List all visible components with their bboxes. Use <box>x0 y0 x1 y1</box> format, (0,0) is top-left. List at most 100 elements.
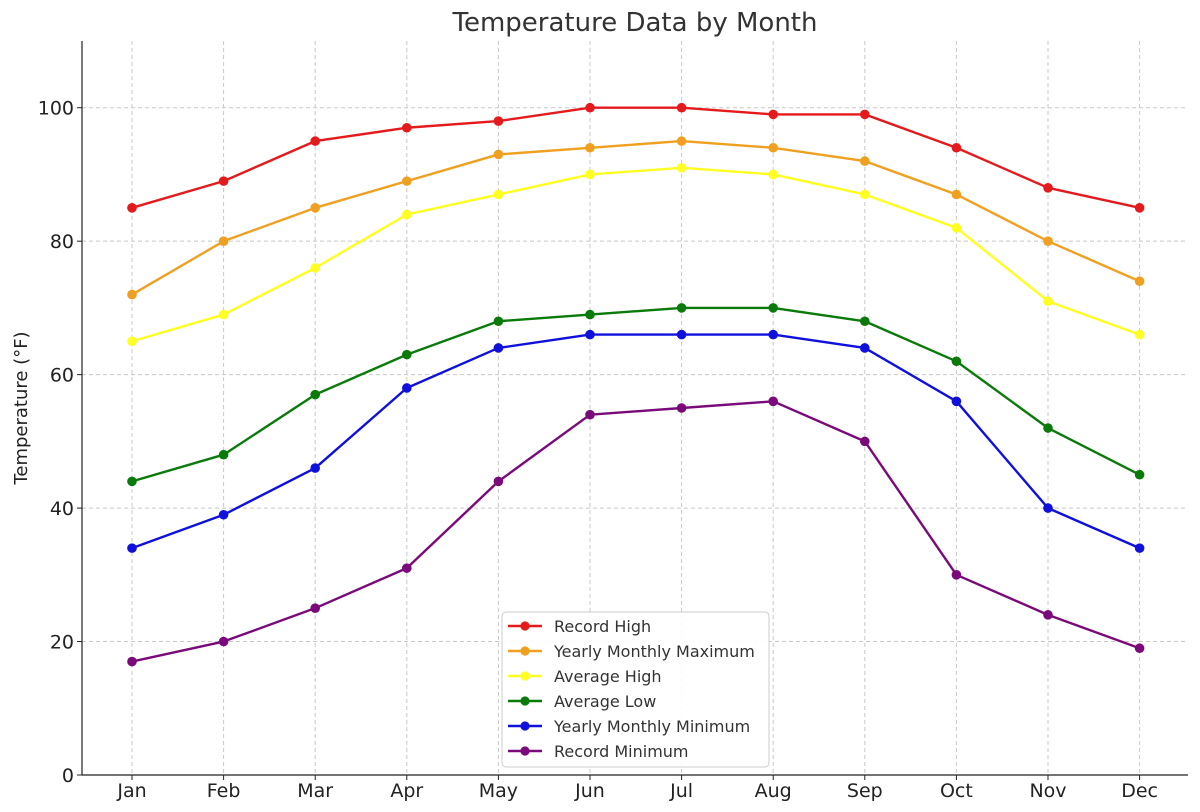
axes <box>77 41 1188 780</box>
y-tick-label: 80 <box>50 231 74 253</box>
legend-marker <box>520 621 530 631</box>
data-point <box>218 176 229 186</box>
data-point <box>676 102 687 113</box>
data-point <box>218 449 229 460</box>
data-point <box>1043 610 1053 620</box>
data-point <box>768 303 778 313</box>
legend-label: Average Low <box>554 692 656 711</box>
series-group <box>127 136 1145 300</box>
legend-marker <box>520 746 530 756</box>
data-point <box>402 122 412 133</box>
legend-label: Record Minimum <box>554 742 689 761</box>
data-point <box>1043 423 1053 433</box>
data-point <box>310 203 321 213</box>
series-line <box>131 139 1141 296</box>
data-point <box>768 396 778 407</box>
data-point <box>310 263 321 273</box>
y-axis-label: Temperature (°F) <box>11 331 32 485</box>
series-group <box>127 396 1145 667</box>
data-point <box>585 142 595 153</box>
x-tick-label: May <box>479 780 518 802</box>
data-point <box>127 476 137 487</box>
series-line <box>131 306 1141 483</box>
data-point <box>402 176 412 186</box>
data-point <box>1043 503 1053 513</box>
data-point <box>493 476 504 487</box>
data-point <box>676 303 687 313</box>
data-point <box>860 189 870 200</box>
data-point <box>676 329 687 340</box>
legend-label: Yearly Monthly Maximum <box>553 642 755 661</box>
data-point <box>493 189 504 200</box>
data-point <box>951 356 962 367</box>
data-point <box>127 543 137 553</box>
y-tick-label: 40 <box>50 498 74 520</box>
data-point <box>585 102 595 113</box>
series-line <box>131 333 1141 550</box>
data-point <box>951 223 962 233</box>
x-tick-label: Aug <box>755 780 792 802</box>
data-point <box>768 169 778 180</box>
data-point <box>1043 236 1053 246</box>
data-point <box>402 563 412 573</box>
chart-title: Temperature Data by Month <box>452 8 818 38</box>
data-point <box>1043 183 1053 193</box>
data-point <box>951 142 962 153</box>
data-point <box>1134 276 1145 287</box>
legend-box <box>501 611 770 768</box>
data-point <box>493 149 504 160</box>
legend-marker <box>520 671 530 681</box>
data-point <box>951 570 962 580</box>
legend-marker <box>520 696 530 706</box>
legend-label: Yearly Monthly Minimum <box>553 717 750 736</box>
x-tick-label: Sep <box>847 780 883 802</box>
data-point <box>493 116 504 126</box>
data-point <box>951 189 962 200</box>
y-tick-label: 20 <box>50 632 74 654</box>
data-point <box>1043 296 1053 307</box>
series-line <box>131 400 1141 663</box>
data-point <box>127 289 137 300</box>
data-point <box>310 389 321 400</box>
series-group <box>127 303 1145 487</box>
data-point <box>676 162 687 173</box>
data-point <box>218 636 229 647</box>
data-point <box>585 409 595 420</box>
x-tick-label: Mar <box>297 780 333 802</box>
data-point <box>218 236 229 246</box>
tick-labels: Jan Feb Mar Apr May Jun Jul Aug Sep Oct Nov Dec 0 20 4… <box>38 98 1158 802</box>
y-tick-label: 0 <box>62 765 74 787</box>
data-point <box>860 343 870 353</box>
data-point <box>1134 643 1145 654</box>
y-tick-label: 100 <box>38 98 74 120</box>
legend-marker <box>520 646 530 656</box>
legend-marker <box>520 721 530 731</box>
data-point <box>768 142 778 153</box>
series-line <box>131 106 1140 209</box>
data-point <box>1134 543 1145 553</box>
data-point <box>768 109 778 120</box>
data-point <box>860 436 870 447</box>
data-point <box>493 343 504 353</box>
x-tick-label: Jul <box>669 780 693 802</box>
x-tick-label: Feb <box>207 780 241 802</box>
x-tick-label: Oct <box>940 780 973 802</box>
data-point <box>127 203 137 213</box>
data-point <box>402 349 412 360</box>
x-tick-label: Jan <box>116 780 146 802</box>
series-group <box>127 162 1145 347</box>
data-point <box>585 309 595 320</box>
data-point <box>676 403 687 413</box>
x-tick-label: Apr <box>390 780 423 802</box>
data-point <box>310 136 321 146</box>
x-tick-label: Jun <box>574 780 605 802</box>
data-point <box>951 396 962 407</box>
data-point <box>860 109 870 120</box>
data-point <box>402 209 412 220</box>
data-point <box>310 603 321 613</box>
legend-label: Average High <box>554 667 662 686</box>
data-point <box>860 156 870 166</box>
data-point <box>860 316 870 327</box>
